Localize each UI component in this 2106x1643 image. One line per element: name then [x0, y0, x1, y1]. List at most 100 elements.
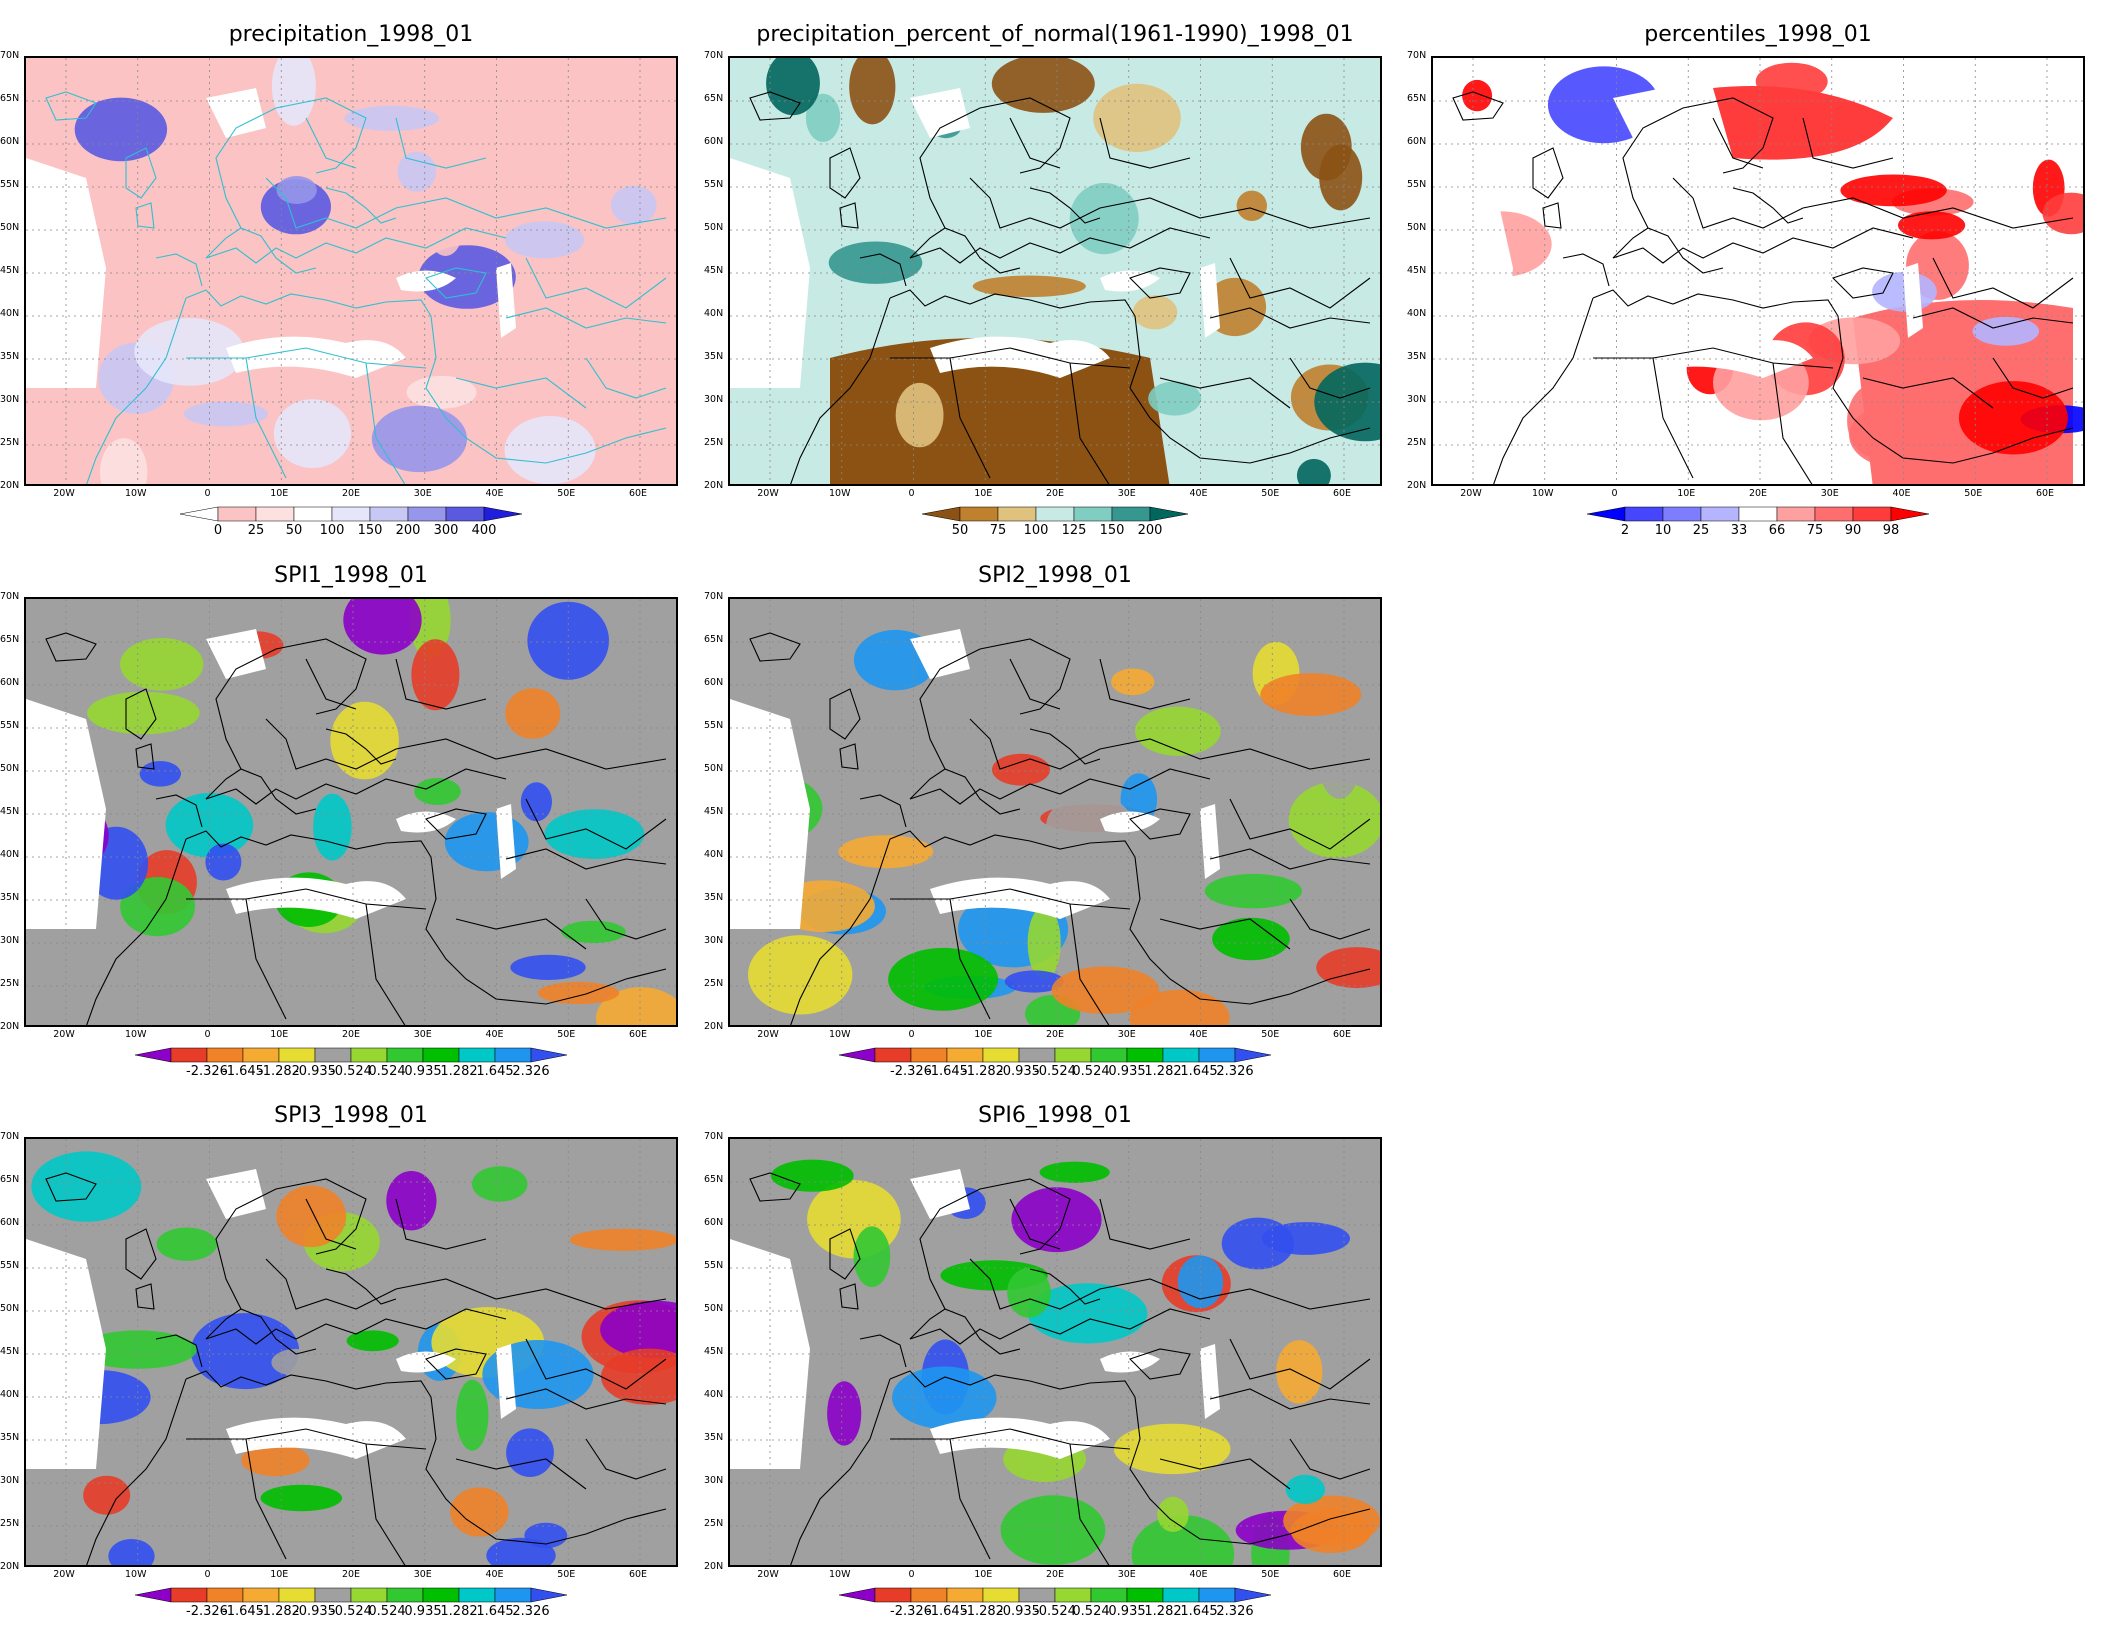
sea-mask — [206, 88, 266, 138]
lon-tick-label: 20W — [757, 1029, 779, 1040]
lat-tick-label: 35N — [0, 892, 20, 903]
field-blob — [972, 275, 1086, 298]
colorbar-swatch — [1162, 1047, 1200, 1063]
sea-mask — [1100, 1351, 1160, 1373]
lat-tick-label: 20N — [0, 1561, 20, 1572]
field-blob — [1000, 1495, 1106, 1565]
colorbar-label: 0.935 — [1108, 1064, 1146, 1079]
lon-tick-label: 10E — [270, 1569, 289, 1580]
colorbar-swatch — [1054, 1047, 1092, 1063]
lon-tick-label: 50E — [1261, 488, 1280, 499]
field-blob — [1007, 1267, 1051, 1318]
field-blob — [992, 360, 1096, 427]
field-blob — [504, 416, 596, 484]
field-blob — [992, 753, 1050, 786]
field-blob — [371, 405, 467, 473]
lon-tick-label: 30E — [1117, 1569, 1136, 1580]
field-blob — [1318, 724, 1361, 799]
field-blob — [271, 1348, 321, 1376]
lat-tick-label: 60N — [704, 1217, 724, 1228]
colorbar-swatch — [1018, 1047, 1056, 1063]
field-blob — [1004, 970, 1064, 993]
lon-tick-label: 0 — [1611, 488, 1618, 499]
field-blob — [1290, 1509, 1372, 1553]
field-blob — [853, 1226, 891, 1287]
lat-tick-label: 60N — [704, 136, 724, 147]
colorbar-swatch — [530, 1587, 568, 1603]
field-blob — [120, 638, 204, 691]
lon-tick-label: 20E — [1045, 1029, 1065, 1040]
lon-tick-label: 40E — [485, 488, 504, 499]
colorbar-label: 1.282 — [440, 1064, 478, 1079]
colorbar-swatch — [838, 1047, 876, 1063]
colorbar-label: 1.282 — [440, 1604, 478, 1619]
colorbar-label: -0.524 — [1034, 1064, 1076, 1079]
colorbar-swatch — [483, 506, 523, 522]
field-blob — [183, 401, 269, 427]
field-blob — [828, 241, 923, 284]
field-blob — [386, 1171, 437, 1231]
lat-tick-label: 50N — [704, 1303, 724, 1314]
sea-mask — [1633, 336, 1813, 378]
field-blob — [827, 1381, 862, 1446]
sea-mask — [1903, 263, 1923, 338]
colorbar-label: 1.645 — [1180, 1064, 1218, 1079]
colorbar-swatch — [1073, 506, 1113, 522]
sea-mask — [930, 877, 1110, 919]
lat-tick-label: 65N — [704, 93, 724, 104]
sea-mask — [496, 804, 516, 879]
field-blob — [260, 1484, 343, 1512]
colorbar-label: -0.524 — [1034, 1604, 1076, 1619]
field-blob — [569, 1228, 676, 1251]
map-canvas — [26, 1139, 676, 1565]
colorbar-swatch — [242, 1587, 280, 1603]
colorbar-label: 150 — [1099, 523, 1125, 538]
map-frame — [728, 597, 1382, 1027]
lon-tick-label: 20E — [1045, 488, 1065, 499]
lon-tick-label: 60E — [628, 1029, 648, 1040]
lon-tick-label: 20W — [757, 488, 779, 499]
field-blob — [600, 1300, 676, 1359]
field-blob — [527, 601, 609, 680]
lat-tick-label: 35N — [1407, 351, 1427, 362]
graticule — [26, 1139, 676, 1565]
field-blob — [1212, 917, 1290, 961]
lon-tick-label: 0 — [908, 488, 915, 499]
sea-mask — [910, 629, 970, 679]
field-blob — [346, 1330, 399, 1352]
lon-tick-label: 10E — [270, 1029, 289, 1040]
colorbar-label: 1.282 — [1144, 1604, 1182, 1619]
field-blob — [895, 382, 944, 448]
lat-tick-label: 20N — [704, 1561, 724, 1572]
field-blob — [1157, 1496, 1189, 1532]
field-blob — [537, 981, 620, 1005]
field-blob — [486, 1537, 556, 1565]
colorbar-label: 25 — [247, 523, 265, 538]
field-blob — [1177, 1255, 1224, 1309]
lat-tick-label: 55N — [0, 179, 20, 190]
lon-tick-label: 60E — [2035, 488, 2055, 499]
lon-tick-label: 30E — [413, 488, 432, 499]
coastlines — [749, 91, 1371, 484]
map-canvas — [730, 1139, 1380, 1565]
coastlines — [45, 91, 667, 484]
colorbar-swatch — [350, 1587, 388, 1603]
colorbar-swatch — [874, 1047, 912, 1063]
coastlines — [749, 632, 1371, 1025]
colorbar-swatch — [314, 1047, 352, 1063]
lon-tick-label: 30E — [413, 1029, 432, 1040]
colorbar-swatch — [1126, 1047, 1164, 1063]
field-blob — [888, 947, 999, 1011]
graticule — [730, 1139, 1380, 1565]
field-blob — [406, 375, 477, 409]
colorbar-swatch — [179, 506, 219, 522]
field-blob — [1285, 1474, 1325, 1504]
colorbar-label: 25 — [1692, 523, 1710, 538]
lon-tick-label: 30E — [413, 1569, 432, 1580]
lat-tick-label: 55N — [0, 720, 20, 731]
colorbar-label: 200 — [395, 523, 421, 538]
colorbar-swatch — [1738, 506, 1778, 522]
lon-tick-label: 50E — [557, 1569, 576, 1580]
field-blob — [414, 778, 461, 805]
sea-mask — [1100, 811, 1160, 833]
